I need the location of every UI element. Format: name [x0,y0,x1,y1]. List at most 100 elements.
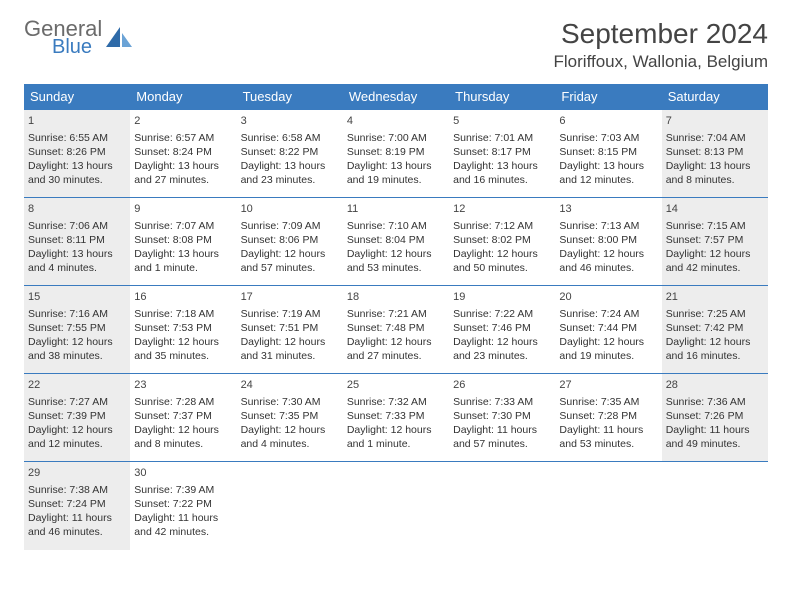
day-sunrise: Sunrise: 7:09 AM [241,219,339,233]
day-sunset: Sunset: 8:22 PM [241,145,339,159]
day-daylight: Daylight: 13 hours and 19 minutes. [347,159,445,187]
day-daylight: Daylight: 13 hours and 12 minutes. [559,159,657,187]
calendar-header-row: SundayMondayTuesdayWednesdayThursdayFrid… [24,84,768,110]
day-sunrise: Sunrise: 7:01 AM [453,131,551,145]
calendar-day-cell: 11 Sunrise: 7:10 AMSunset: 8:04 PMDayligh… [343,198,449,286]
day-sunrise: Sunrise: 7:18 AM [134,307,232,321]
day-sunrise: Sunrise: 7:16 AM [28,307,126,321]
calendar-day-cell: 14Sunrise: 7:15 AMSunset: 7:57 PMDayligh… [662,198,768,286]
day-number: 5 [453,114,551,129]
day-daylight: Daylight: 11 hours and 53 minutes. [559,423,657,451]
calendar-day-cell: 27Sunrise: 7:35 AMSunset: 7:28 PMDayligh… [555,374,661,462]
day-sunrise: Sunrise: 7:27 AM [28,395,126,409]
day-number: 23 [134,378,232,393]
calendar-day-cell: 8Sunrise: 7:06 AMSunset: 8:11 PMDaylight… [24,198,130,286]
day-sunrise: Sunrise: 7:36 AM [666,395,764,409]
empty-cell [555,462,661,550]
empty-cell [343,462,449,550]
logo-blue-text: Blue [52,37,102,57]
day-daylight: Daylight: 12 hours and 35 minutes. [134,335,232,363]
calendar-day-cell: 19Sunrise: 7:22 AMSunset: 7:46 PMDayligh… [449,286,555,374]
day-sunrise: Sunrise: 7:32 AM [347,395,445,409]
day-daylight: Daylight: 12 hours and 31 minutes. [241,335,339,363]
day-sunset: Sunset: 7:37 PM [134,409,232,423]
day-number: 24 [241,378,339,393]
day-sunset: Sunset: 8:06 PM [241,233,339,247]
day-sunset: Sunset: 7:51 PM [241,321,339,335]
day-sunrise: Sunrise: 7:24 AM [559,307,657,321]
calendar-day-cell: 30Sunrise: 7:39 AMSunset: 7:22 PMDayligh… [130,462,236,550]
day-sunset: Sunset: 7:44 PM [559,321,657,335]
calendar-day-cell: 7Sunrise: 7:04 AMSunset: 8:13 PMDaylight… [662,110,768,198]
calendar-day-cell: 6Sunrise: 7:03 AMSunset: 8:15 PMDaylight… [555,110,661,198]
calendar-day-cell: 17 Sunrise: 7:19 AMSunset: 7:51 PMDayligh… [237,286,343,374]
day-sunrise: Sunrise: 6:57 AM [134,131,232,145]
day-number: 10 [241,202,339,217]
empty-cell [449,462,555,550]
weekday-header: Thursday [449,84,555,110]
day-daylight: Daylight: 11 hours and 49 minutes. [666,423,764,451]
weekday-header: Monday [130,84,236,110]
month-title: September 2024 [554,18,768,50]
calendar-body: 1Sunrise: 6:55 AMSunset: 8:26 PMDaylight… [24,110,768,550]
day-daylight: Daylight: 13 hours and 27 minutes. [134,159,232,187]
day-number: 26 [453,378,551,393]
day-sunset: Sunset: 8:15 PM [559,145,657,159]
day-daylight: Daylight: 12 hours and 8 minutes. [134,423,232,451]
weekday-header: Sunday [24,84,130,110]
day-sunrise: Sunrise: 7:10 AM [347,219,445,233]
day-number: 15 [28,290,126,305]
location-text: Floriffoux, Wallonia, Belgium [554,52,768,72]
weekday-header: Wednesday [343,84,449,110]
day-sunset: Sunset: 7:53 PM [134,321,232,335]
calendar-day-cell: 23Sunrise: 7:28 AMSunset: 7:37 PMDayligh… [130,374,236,462]
day-number: 2 [134,114,232,129]
day-sunrise: Sunrise: 7:07 AM [134,219,232,233]
day-sunrise: Sunrise: 7:06 AM [28,219,126,233]
day-sunrise: Sunrise: 7:25 AM [666,307,764,321]
day-daylight: Daylight: 12 hours and 50 minutes. [453,247,551,275]
day-daylight: Daylight: 13 hours and 1 minute. [134,247,232,275]
day-number: 9 [134,202,232,217]
day-number: 11 [347,202,445,217]
day-number: 17 [241,290,339,305]
day-sunrise: Sunrise: 7:12 AM [453,219,551,233]
day-daylight: Daylight: 12 hours and 53 minutes. [347,247,445,275]
day-sunrise: Sunrise: 7:03 AM [559,131,657,145]
calendar-day-cell: 3Sunrise: 6:58 AMSunset: 8:22 PMDaylight… [237,110,343,198]
day-number: 18 [347,290,445,305]
day-sunrise: Sunrise: 7:19 AM [241,307,339,321]
day-sunset: Sunset: 7:46 PM [453,321,551,335]
day-number: 7 [666,114,764,129]
calendar-day-cell: 29Sunrise: 7:38 AMSunset: 7:24 PMDayligh… [24,462,130,550]
logo-text: General Blue [24,18,102,57]
day-sunrise: Sunrise: 7:33 AM [453,395,551,409]
day-sunrise: Sunrise: 7:21 AM [347,307,445,321]
day-daylight: Daylight: 13 hours and 23 minutes. [241,159,339,187]
logo-sail-icon [106,27,132,49]
day-number: 4 [347,114,445,129]
day-number: 30 [134,466,232,481]
day-sunset: Sunset: 8:08 PM [134,233,232,247]
day-number: 1 [28,114,126,129]
day-sunrise: Sunrise: 7:15 AM [666,219,764,233]
day-sunset: Sunset: 8:00 PM [559,233,657,247]
day-sunset: Sunset: 7:30 PM [453,409,551,423]
day-sunset: Sunset: 7:35 PM [241,409,339,423]
calendar-day-cell: 18Sunrise: 7:21 AMSunset: 7:48 PMDayligh… [343,286,449,374]
day-daylight: Daylight: 12 hours and 27 minutes. [347,335,445,363]
day-sunrise: Sunrise: 7:35 AM [559,395,657,409]
calendar-day-cell: 13Sunrise: 7:13 AMSunset: 8:00 PMDayligh… [555,198,661,286]
title-block: September 2024 Floriffoux, Wallonia, Bel… [554,18,768,72]
weekday-header: Saturday [662,84,768,110]
day-sunset: Sunset: 7:33 PM [347,409,445,423]
calendar-day-cell: 1Sunrise: 6:55 AMSunset: 8:26 PMDaylight… [24,110,130,198]
day-daylight: Daylight: 13 hours and 4 minutes. [28,247,126,275]
day-daylight: Daylight: 12 hours and 19 minutes. [559,335,657,363]
day-sunset: Sunset: 8:04 PM [347,233,445,247]
day-daylight: Daylight: 13 hours and 8 minutes. [666,159,764,187]
day-sunset: Sunset: 8:26 PM [28,145,126,159]
day-number: 3 [241,114,339,129]
calendar-day-cell: 21Sunrise: 7:25 AMSunset: 7:42 PMDayligh… [662,286,768,374]
empty-cell [662,462,768,550]
